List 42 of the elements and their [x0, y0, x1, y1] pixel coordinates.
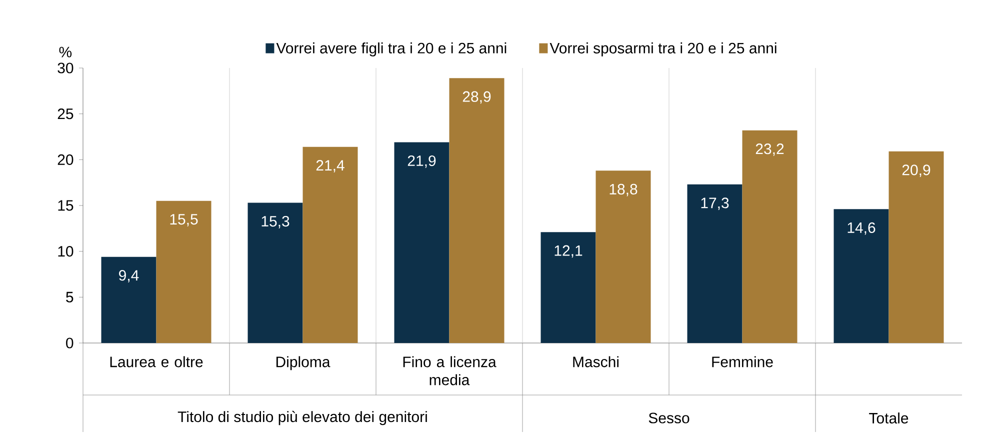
text: Totale	[869, 412, 908, 424]
data-label: 18,8	[610, 184, 638, 196]
data-label: 17,3	[701, 198, 729, 210]
data-label: 21,9	[408, 155, 436, 168]
legend-label: Vorrei avere figli tra i 20 e i 25 anni	[276, 42, 506, 56]
bar	[540, 232, 596, 343]
y-axis-title: %	[59, 46, 72, 58]
legend-label: Vorrei sposarmi tra i 20 e i 25 anni	[550, 42, 776, 56]
x-tick-label: Maschi	[573, 356, 618, 368]
x-tick-label: Laurea e oltre	[110, 356, 203, 368]
bar	[101, 256, 156, 343]
y-tick-label: 20	[58, 154, 74, 165]
y-tick-label: 0	[66, 338, 74, 348]
data-label: 9,4	[119, 270, 139, 282]
data-label: 15,3	[262, 216, 290, 228]
x-tick-label: Diploma	[276, 356, 330, 370]
bar	[449, 78, 504, 343]
bar	[834, 209, 889, 343]
y-tick-label: 30	[58, 62, 74, 74]
data-label: 23,2	[756, 144, 784, 156]
data-label: 14,6	[848, 222, 876, 235]
data-label: 15,5	[170, 214, 198, 226]
bar	[687, 184, 742, 343]
bar	[888, 151, 944, 343]
bar	[394, 142, 450, 343]
y-tick-label: 15	[58, 200, 74, 211]
bar	[742, 130, 798, 343]
data-label: 12,1	[554, 245, 582, 258]
x-tick-label: Femmine	[712, 356, 773, 368]
bar	[596, 170, 651, 343]
x-tick-label: Fino a licenza media	[403, 356, 496, 386]
y-tick-label: 5	[66, 292, 74, 302]
data-label: 28,9	[462, 91, 491, 104]
text: Titolo di studio più elevato dei genitori	[178, 410, 427, 426]
bar	[302, 146, 358, 343]
text: Sesso	[648, 412, 690, 424]
data-label: 20,9	[902, 164, 930, 178]
bar	[156, 200, 212, 343]
data-label: 21,4	[316, 160, 344, 172]
y-tick-label: 25	[58, 108, 74, 120]
y-tick-label: 10	[58, 246, 74, 257]
bar	[248, 202, 303, 343]
